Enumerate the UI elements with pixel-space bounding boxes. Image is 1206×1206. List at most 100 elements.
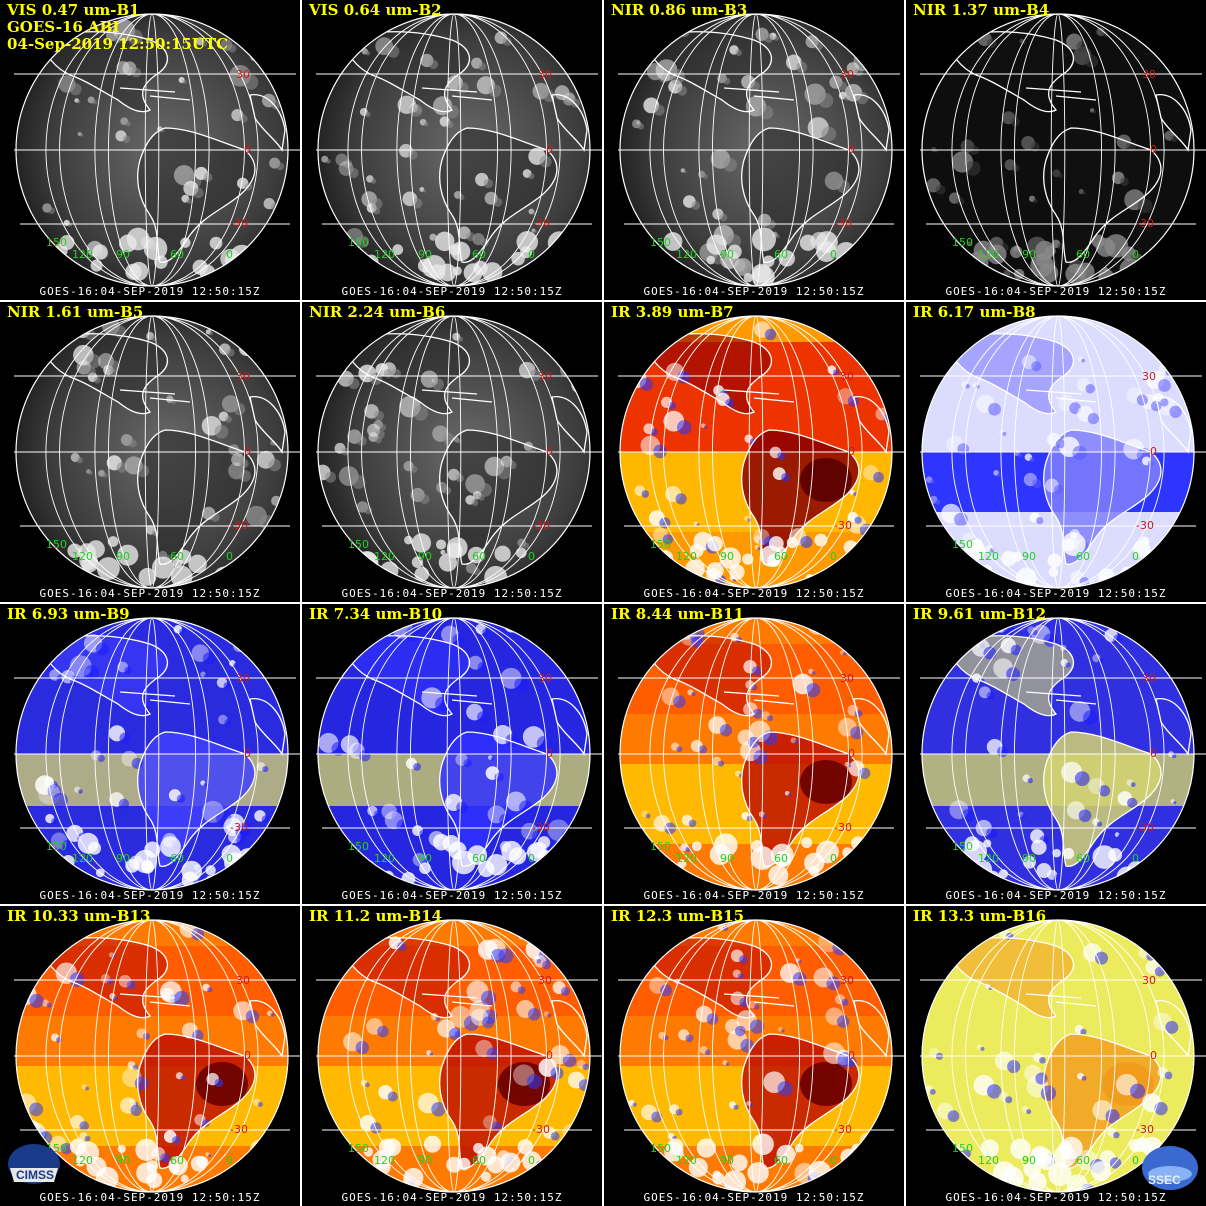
timestamp-label: GOES-16:04-SEP-2019 12:50:15Z	[643, 285, 865, 298]
longitude-label: 60	[170, 852, 184, 865]
longitude-label: 120	[374, 248, 395, 261]
longitude-label: 150	[952, 1142, 973, 1155]
longitude-label: 120	[72, 852, 93, 865]
timestamp-label: GOES-16:04-SEP-2019 12:50:15Z	[643, 889, 865, 902]
band-title: NIR 0.86 um-B3	[611, 1, 748, 19]
longitude-label: 120	[676, 1154, 697, 1167]
svg-text:CIMSS: CIMSS	[16, 1168, 54, 1182]
longitude-label: 0	[1132, 248, 1139, 261]
latitude-label: 0	[244, 1049, 251, 1062]
latitude-label: -30	[532, 217, 550, 230]
latitude-label: -30	[1136, 1123, 1154, 1136]
latitude-label: 0	[848, 747, 855, 760]
latitude-label: 30	[1142, 370, 1156, 383]
longitude-label: 120	[374, 852, 395, 865]
longitude-label: 60	[472, 852, 486, 865]
band-title: VIS 0.47 um-B1 GOES-16 ABI 04-Sep-2019 12:…	[7, 1, 229, 53]
longitude-label: 60	[774, 1154, 788, 1167]
longitude-label: 120	[676, 852, 697, 865]
longitude-label: 150	[650, 538, 671, 551]
timestamp-label: GOES-16:04-SEP-2019 12:50:15Z	[341, 889, 563, 902]
longitude-label: 120	[72, 248, 93, 261]
latitude-label: 0	[546, 143, 553, 156]
latitude-label: 0	[244, 747, 251, 760]
longitude-label: 120	[72, 1154, 93, 1167]
latitude-label: -30	[834, 217, 852, 230]
latitude-label: 0	[848, 445, 855, 458]
longitude-label: 60	[774, 550, 788, 563]
band-panel: 30 0 -30 150 120 90 60 0 SSEC IR 13.3 um-B16 GOES-…	[906, 906, 1206, 1206]
timestamp-label: GOES-16:04-SEP-2019 12:50:15Z	[643, 1191, 865, 1204]
band-panel: 30 0 -30 150 120 90 60 0 NIR 2.24 um-B6 GOES-16:0…	[302, 302, 602, 602]
timestamp-label: GOES-16:04-SEP-2019 12:50:15Z	[945, 587, 1167, 600]
latitude-label: 30	[538, 370, 552, 383]
earth-disk-image: 30 0 -30 150 120 90 60 0	[618, 617, 904, 891]
longitude-label: 0	[830, 1154, 837, 1167]
latitude-label: -30	[834, 821, 852, 834]
latitude-label: 0	[848, 1049, 855, 1062]
timestamp-label: GOES-16:04-SEP-2019 12:50:15Z	[341, 285, 563, 298]
timestamp-label: GOES-16:04-SEP-2019 12:50:15Z	[341, 1191, 563, 1204]
longitude-label: 90	[418, 550, 432, 563]
band-title: IR 11.2 um-B14	[309, 907, 443, 925]
longitude-label: 120	[978, 248, 999, 261]
band-panel: 30 0 -30 150 120 90 60 0 IR 6.93 um-B9 GOES-16:04…	[0, 604, 300, 904]
earth-disk-image: 30 0 -30 150 120 90 60 0	[14, 315, 300, 589]
band-title: IR 9.61 um-B12	[913, 605, 1047, 623]
latitude-label: 0	[1150, 143, 1157, 156]
band-title: IR 6.17 um-B8	[913, 303, 1036, 321]
latitude-label: 30	[236, 68, 250, 81]
longitude-label: 0	[226, 550, 233, 563]
latitude-label: 30	[1142, 974, 1156, 987]
band-title: NIR 2.24 um-B6	[309, 303, 446, 321]
latitude-label: 0	[848, 143, 855, 156]
longitude-label: 120	[978, 1154, 999, 1167]
longitude-label: 60	[774, 248, 788, 261]
longitude-label: 0	[830, 852, 837, 865]
band-title: IR 12.3 um-B15	[611, 907, 745, 925]
longitude-label: 60	[774, 852, 788, 865]
band-title: IR 8.44 um-B11	[611, 605, 745, 623]
longitude-label: 150	[46, 236, 67, 249]
latitude-label: 30	[1142, 672, 1156, 685]
band-title: IR 3.89 um-B7	[611, 303, 734, 321]
band-panel: 30 0 -30 150 120 90 60 0 IR 6.17 um-B8 GOES-16:04…	[906, 302, 1206, 602]
earth-disk-image: 30 0 -30 150 120 90 60 0	[316, 617, 602, 891]
longitude-label: 150	[952, 236, 973, 249]
longitude-label: 90	[116, 248, 130, 261]
latitude-label: 0	[546, 747, 553, 760]
latitude-label: 30	[840, 974, 854, 987]
longitude-label: 0	[226, 1154, 233, 1167]
longitude-label: 0	[830, 248, 837, 261]
longitude-label: 60	[472, 1154, 486, 1167]
latitude-label: 0	[244, 143, 251, 156]
band-panel: 30 0 -30 150 120 90 60 0 VIS 0.64 um-B2 GOES-16:0…	[302, 0, 602, 300]
timestamp-label: GOES-16:04-SEP-2019 12:50:15Z	[945, 285, 1167, 298]
longitude-label: 150	[46, 538, 67, 551]
longitude-label: 120	[374, 1154, 395, 1167]
latitude-label: -30	[230, 1123, 248, 1136]
latitude-label: 30	[236, 672, 250, 685]
latitude-label: 30	[538, 672, 552, 685]
latitude-label: 30	[538, 68, 552, 81]
latitude-label: 30	[1142, 68, 1156, 81]
latitude-label: -30	[1136, 217, 1154, 230]
latitude-label: -30	[1136, 821, 1154, 834]
earth-disk-image: 30 0 -30 150 120 90 60 0	[14, 13, 300, 287]
longitude-label: 60	[472, 550, 486, 563]
band-panel: 30 0 -30 150 120 90 60 0 CIMSS IR 10.33 um-B13 GOE…	[0, 906, 300, 1206]
band-title: NIR 1.37 um-B4	[913, 1, 1050, 19]
longitude-label: 0	[1132, 550, 1139, 563]
timestamp-label: GOES-16:04-SEP-2019 12:50:15Z	[39, 889, 261, 902]
longitude-label: 150	[650, 236, 671, 249]
timestamp-label: GOES-16:04-SEP-2019 12:50:15Z	[39, 1191, 261, 1204]
latitude-label: -30	[532, 519, 550, 532]
longitude-label: 150	[348, 1142, 369, 1155]
longitude-label: 90	[720, 550, 734, 563]
latitude-label: 0	[244, 445, 251, 458]
longitude-label: 90	[418, 248, 432, 261]
longitude-label: 120	[978, 550, 999, 563]
satellite-name: GOES-16 ABI	[7, 18, 120, 36]
earth-disk-image: 30 0 -30 150 120 90 60 0	[920, 13, 1206, 287]
